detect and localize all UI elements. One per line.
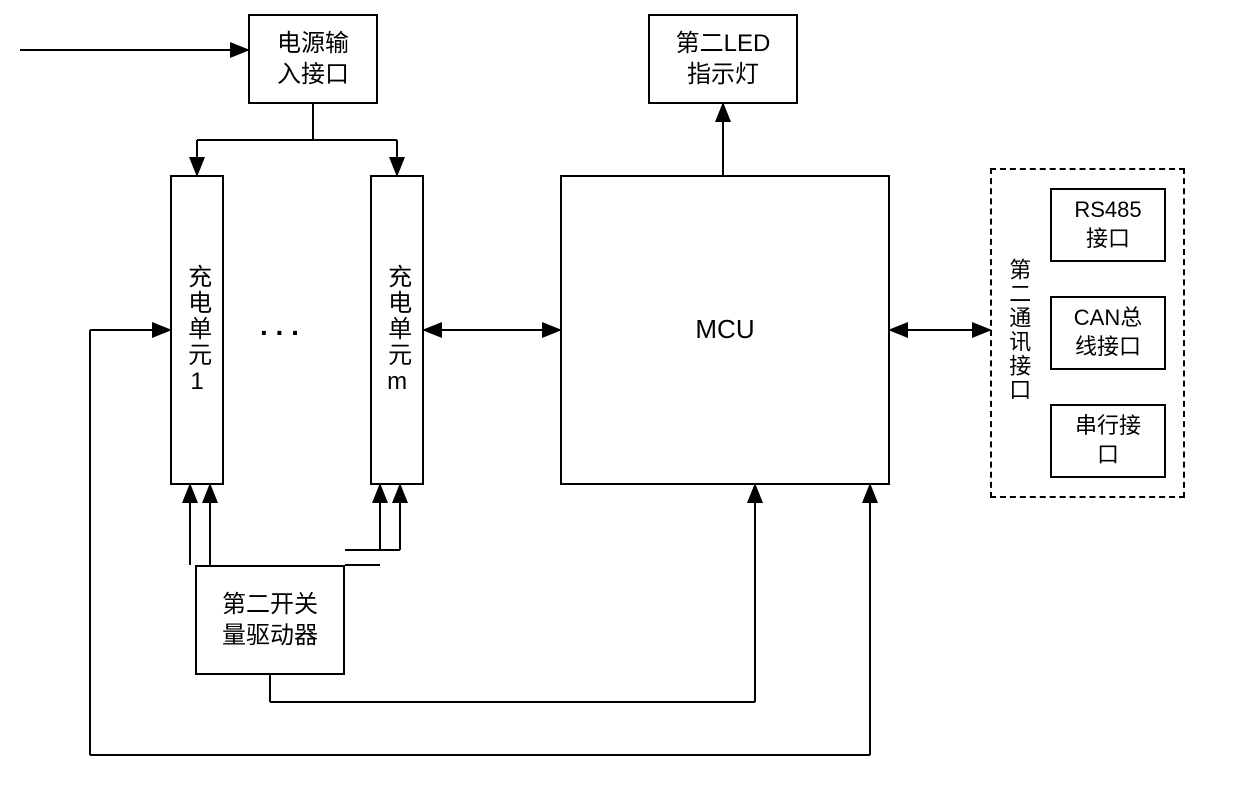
power-input-label: 电源输入接口	[277, 28, 349, 90]
ellipsis-dots: . . .	[260, 310, 299, 342]
power-input-block: 电源输入接口	[248, 14, 378, 104]
charge-unit-1-block: 充电单元1	[170, 175, 224, 485]
charge-unit-m-block: 充电单元m	[370, 175, 424, 485]
led2-label: 第二LED指示灯	[676, 28, 771, 90]
rs485-label: RS485接口	[1074, 196, 1141, 253]
can-label: CAN总线接口	[1074, 304, 1142, 361]
mcu-label: MCU	[695, 313, 754, 347]
mcu-block: MCU	[560, 175, 890, 485]
can-block: CAN总线接口	[1050, 296, 1166, 370]
switch-driver-label: 第二开关量驱动器	[222, 589, 318, 651]
charge-unit-m-label: 充电单元m	[381, 264, 412, 397]
rs485-block: RS485接口	[1050, 188, 1166, 262]
comm-interface-label: 第二通讯接口	[1004, 258, 1033, 402]
charge-unit-1-label: 充电单元1	[181, 264, 212, 397]
led2-block: 第二LED指示灯	[648, 14, 798, 104]
comm-interface-label-block: 第二通讯接口	[1003, 190, 1033, 470]
serial-block: 串行接口	[1050, 404, 1166, 478]
serial-label: 串行接口	[1075, 412, 1141, 469]
switch-driver-block: 第二开关量驱动器	[195, 565, 345, 675]
